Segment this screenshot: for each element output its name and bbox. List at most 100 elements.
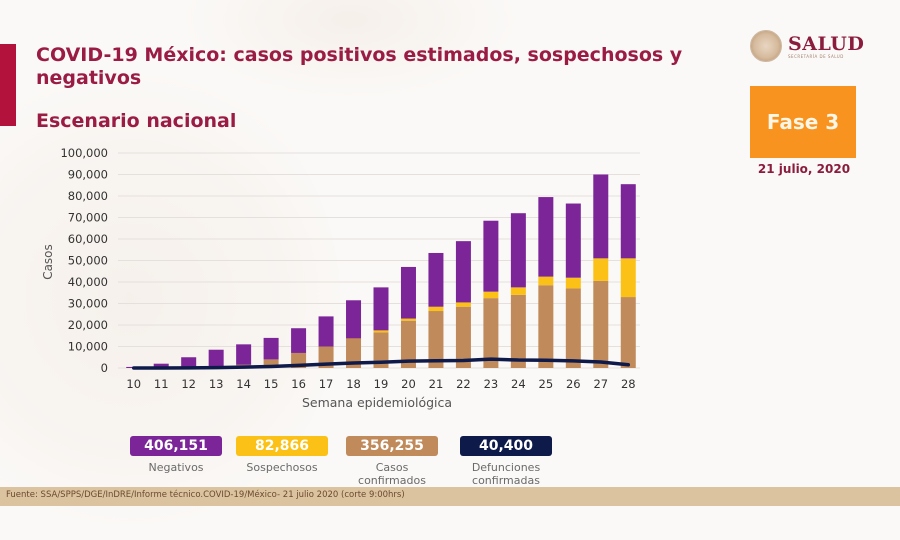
y-tick-label: 40,000	[68, 275, 108, 289]
x-tick-label: 10	[126, 377, 141, 391]
salud-logo: SALUD SECRETARÍA DE SALUD	[750, 30, 864, 62]
bar-negativos	[373, 287, 389, 331]
y-tick-label: 50,000	[68, 254, 108, 268]
bar-negativos	[428, 252, 444, 307]
x-tick-label: 15	[264, 377, 279, 391]
deaths-line	[131, 357, 631, 370]
x-tick-label: 12	[181, 377, 196, 391]
summary-label: Defunciones confirmadas	[471, 461, 541, 487]
bar-sospechosos	[510, 287, 526, 295]
y-tick-label: 90,000	[68, 168, 108, 182]
bar-negativos	[153, 363, 169, 368]
bar-sospechosos	[538, 276, 554, 286]
bar-negativos	[291, 328, 307, 353]
background-decoration	[0, 60, 340, 540]
source-text: Fuente: SSA/SPPS/DGE/InDRE/Informe técni…	[6, 490, 405, 500]
y-tick-label: 10,000	[68, 340, 108, 354]
y-tick-label: 100,000	[60, 146, 108, 160]
bar-sospechosos	[565, 277, 581, 289]
summary-label: Negativos	[148, 461, 204, 474]
y-tick-label: 30,000	[68, 297, 108, 311]
stacked-bar-chart: 0 10,000 20,000 30,000 40,000 50,000 60,000 70,…	[41, 146, 640, 410]
bars	[126, 174, 636, 369]
x-tick-label: 25	[539, 377, 554, 391]
x-tick-label: 11	[154, 377, 169, 391]
bar-casos-confirmados	[593, 280, 609, 368]
bar-negativos	[538, 197, 554, 277]
summary-value: 82,866	[236, 436, 328, 456]
bar-sospechosos	[483, 291, 499, 299]
summary-value: 406,151	[130, 436, 222, 456]
summary-label: Sospechosos	[246, 461, 318, 474]
bar-casos-confirmados	[455, 306, 471, 368]
x-axis-label: Semana epidemiológica	[302, 395, 452, 410]
bar-sospechosos	[428, 306, 444, 312]
bar-negativos	[318, 316, 334, 347]
phase-label: Fase 3	[766, 110, 840, 134]
x-tick-label: 13	[209, 377, 224, 391]
bar-negativos	[620, 184, 636, 259]
y-tick-label: 20,000	[68, 318, 108, 332]
bar-negativos	[263, 337, 279, 360]
logo-text: SALUD	[788, 32, 865, 55]
bar-negativos	[400, 266, 416, 319]
x-axis-ticks: 10 11 12 13 14 15 16 17 18 19 20 21 22 23 24 25 26 27 28	[126, 377, 635, 391]
summary-defunciones: 40,400 Defunciones confirmadas	[460, 436, 552, 487]
bar-casos-confirmados	[373, 332, 389, 368]
line-defunciones-confirmadas	[131, 357, 631, 370]
x-tick-label: 17	[319, 377, 334, 391]
x-tick-label: 24	[511, 377, 526, 391]
bar-negativos	[455, 241, 471, 303]
bar-casos-confirmados	[346, 338, 362, 368]
bar-casos-confirmados	[400, 320, 416, 368]
x-tick-label: 28	[621, 377, 636, 391]
bar-negativos	[208, 349, 224, 367]
x-tick-label: 23	[484, 377, 499, 391]
x-tick-label: 16	[291, 377, 306, 391]
bar-casos-confirmados	[565, 288, 581, 368]
summary-negativos: 406,151 Negativos	[130, 436, 222, 474]
bar-sospechosos	[346, 338, 362, 340]
source-footer: Fuente: SSA/SPPS/DGE/InDRE/Informe técni…	[0, 487, 900, 506]
bar-negativos	[510, 213, 526, 288]
x-tick-label: 19	[374, 377, 389, 391]
bar-negativos	[593, 174, 609, 259]
phase-badge: Fase 3	[750, 86, 856, 158]
x-tick-label: 27	[593, 377, 608, 391]
bar-sospechosos	[400, 318, 416, 321]
bar-sospechosos	[373, 330, 389, 333]
x-tick-label: 18	[346, 377, 361, 391]
page-title: COVID-19 México: casos positivos estimad…	[36, 44, 683, 89]
y-tick-label: 80,000	[68, 189, 108, 203]
y-tick-label: 0	[101, 361, 108, 375]
bar-sospechosos	[593, 258, 609, 281]
bar-negativos	[565, 203, 581, 278]
bar-casos-confirmados	[510, 294, 526, 368]
x-tick-label: 14	[236, 377, 251, 391]
y-axis-ticks: 0 10,000 20,000 30,000 40,000 50,000 60,000 70,…	[60, 146, 108, 375]
bar-sospechosos	[620, 258, 636, 298]
y-tick-label: 70,000	[68, 211, 108, 225]
page-subtitle: Escenario nacional	[36, 110, 237, 132]
y-tick-label: 60,000	[68, 232, 108, 246]
title-accent-bar	[0, 44, 16, 126]
bar-casos-confirmados	[263, 359, 279, 368]
bar-sospechosos	[455, 302, 471, 307]
summary-sospechosos: 82,866 Sospechosos	[236, 436, 328, 474]
x-tick-label: 21	[429, 377, 444, 391]
summary-value: 356,255	[346, 436, 438, 456]
report-date: 21 julio, 2020	[757, 162, 851, 176]
bar-negativos	[236, 344, 252, 365]
logo-subtext: SECRETARÍA DE SALUD	[788, 53, 844, 59]
summary-confirmados: 356,255 Casos confirmados	[346, 436, 438, 487]
bar-negativos	[483, 220, 499, 292]
x-tick-label: 22	[456, 377, 471, 391]
bar-casos-confirmados	[483, 298, 499, 368]
bar-casos-confirmados	[538, 285, 554, 368]
x-tick-label: 26	[566, 377, 581, 391]
x-tick-label: 20	[401, 377, 416, 391]
y-axis-label: Casos	[41, 244, 55, 280]
bar-negativos	[346, 300, 362, 339]
summary-value: 40,400	[460, 436, 552, 456]
bar-negativos	[181, 357, 197, 368]
